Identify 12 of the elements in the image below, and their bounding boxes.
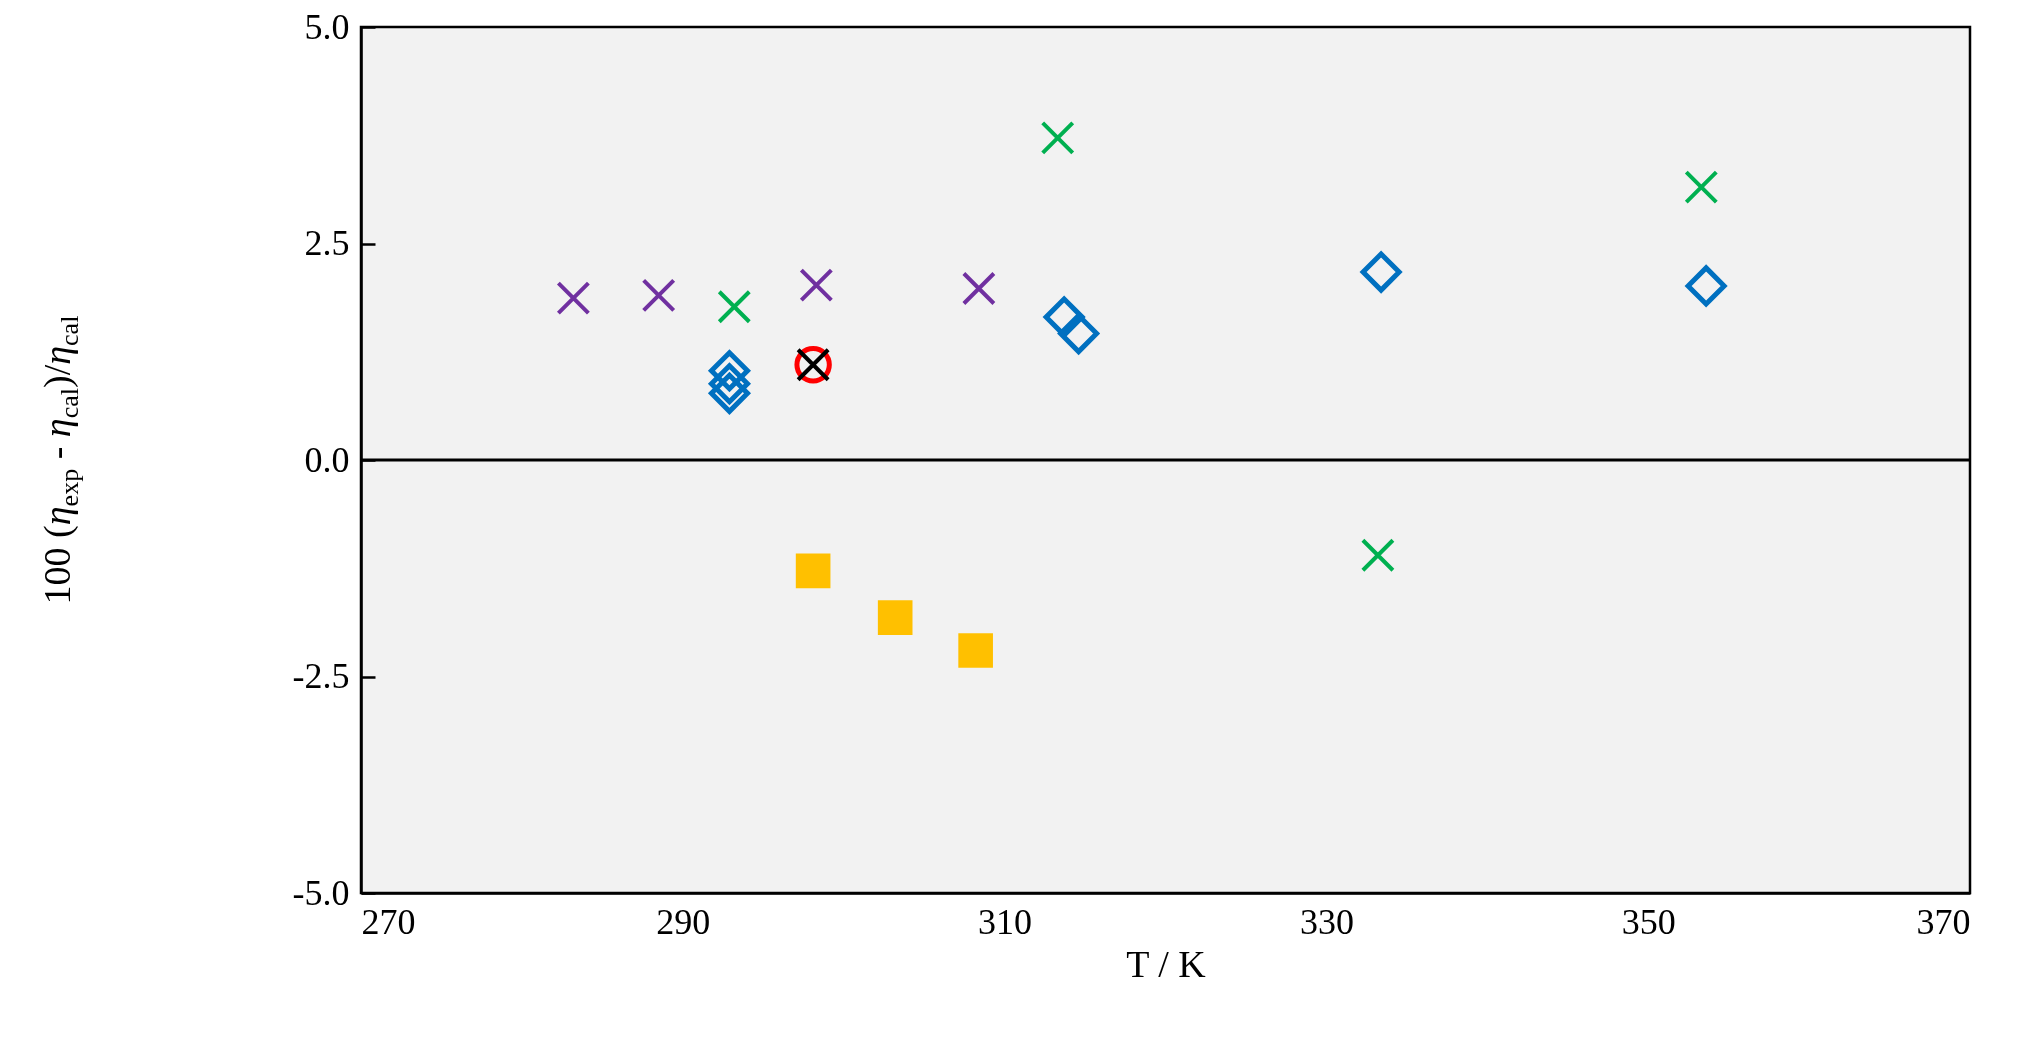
- x-tick-label: 310: [978, 901, 1033, 942]
- y-tick-label: -2.5: [292, 656, 350, 696]
- y-tick-label: 2.5: [304, 223, 350, 263]
- x-tick-label: 270: [361, 901, 416, 942]
- x-tick-label: 350: [1621, 901, 1676, 942]
- x-tick-label: 290: [656, 901, 711, 942]
- y-tick-label: -5.0: [292, 872, 350, 913]
- x-tick-label: 330: [1299, 901, 1354, 942]
- y-tick-label: 5.0: [304, 6, 350, 47]
- y-tick-label: 0.0: [304, 439, 350, 480]
- x-tick-label: 370: [1916, 901, 1971, 942]
- x-axis-title: T / K: [1126, 942, 1207, 985]
